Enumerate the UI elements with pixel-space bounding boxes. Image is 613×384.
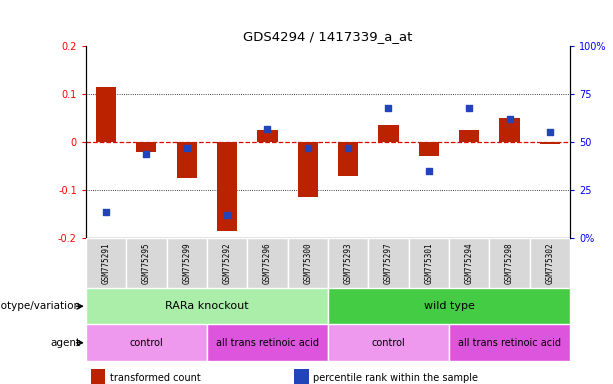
Text: GSM775293: GSM775293	[344, 242, 352, 284]
Text: agent: agent	[51, 338, 81, 348]
Point	[101, 209, 111, 215]
Bar	[136, 142, 156, 152]
Bar	[328, 324, 449, 361]
Title: GDS4294 / 1417339_a_at: GDS4294 / 1417339_a_at	[243, 30, 413, 43]
Text: all trans retinoic acid: all trans retinoic acid	[216, 338, 319, 348]
Bar	[177, 142, 197, 178]
Text: GSM775299: GSM775299	[182, 242, 191, 284]
Bar	[126, 238, 167, 288]
Bar	[378, 125, 398, 142]
Text: wild type: wild type	[424, 301, 474, 311]
Bar	[91, 369, 105, 384]
Point	[182, 145, 192, 151]
Text: GSM775300: GSM775300	[303, 242, 312, 284]
Point	[545, 129, 555, 136]
Bar	[86, 324, 207, 361]
Text: percentile rank within the sample: percentile rank within the sample	[313, 373, 478, 383]
Text: RARa knockout: RARa knockout	[165, 301, 249, 311]
Bar	[207, 238, 247, 288]
Bar	[86, 288, 328, 324]
Text: genotype/variation: genotype/variation	[0, 301, 81, 311]
Bar	[419, 142, 439, 157]
Bar	[338, 142, 358, 176]
Text: GSM775295: GSM775295	[142, 242, 151, 284]
Bar	[328, 238, 368, 288]
Point	[262, 126, 272, 132]
Bar	[530, 238, 570, 288]
Bar	[298, 142, 318, 197]
Bar	[368, 238, 409, 288]
Bar	[287, 238, 328, 288]
Bar	[167, 238, 207, 288]
Bar	[257, 130, 278, 142]
Text: GSM775298: GSM775298	[505, 242, 514, 284]
Bar	[217, 142, 237, 231]
Bar	[86, 238, 126, 288]
Bar	[207, 324, 328, 361]
Bar	[449, 324, 570, 361]
Point	[303, 145, 313, 151]
Text: control: control	[371, 338, 405, 348]
Text: GSM775301: GSM775301	[424, 242, 433, 284]
Point	[222, 212, 232, 218]
Text: control: control	[129, 338, 163, 348]
Point	[343, 145, 353, 151]
Text: transformed count: transformed count	[110, 373, 201, 383]
Bar	[449, 238, 489, 288]
Point	[424, 168, 434, 174]
Text: GSM775294: GSM775294	[465, 242, 474, 284]
Text: GSM775296: GSM775296	[263, 242, 272, 284]
Text: GSM775292: GSM775292	[223, 242, 232, 284]
Bar	[294, 369, 308, 384]
Text: GSM775297: GSM775297	[384, 242, 393, 284]
Bar	[247, 238, 287, 288]
Point	[504, 116, 514, 122]
Bar	[489, 238, 530, 288]
Point	[464, 104, 474, 111]
Bar	[500, 118, 520, 142]
Bar	[96, 87, 116, 142]
Bar	[409, 238, 449, 288]
Point	[142, 151, 151, 157]
Bar	[459, 130, 479, 142]
Text: all trans retinoic acid: all trans retinoic acid	[458, 338, 561, 348]
Point	[384, 104, 394, 111]
Bar	[328, 288, 570, 324]
Text: GSM775291: GSM775291	[102, 242, 110, 284]
Bar	[540, 142, 560, 144]
Text: GSM775302: GSM775302	[546, 242, 554, 284]
